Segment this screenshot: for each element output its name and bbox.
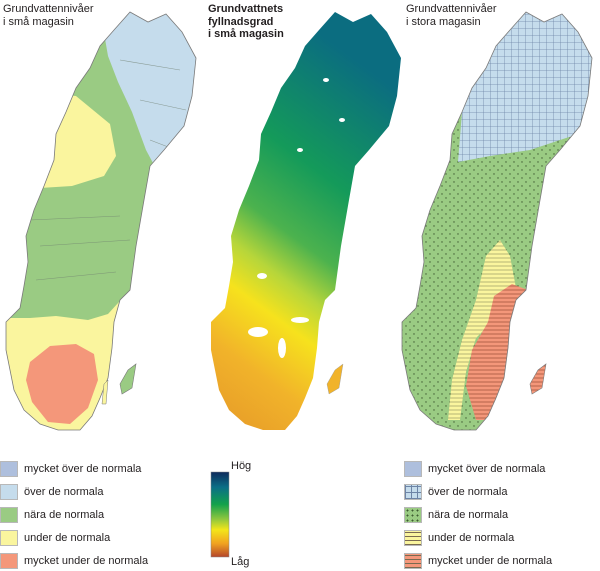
- title-line: Grundvattennivåer: [406, 3, 497, 15]
- title-line: i små magasin: [3, 15, 74, 28]
- island-gotland: [119, 363, 137, 395]
- map-large-aquifer-levels: [401, 11, 593, 431]
- title-line: Grundvattennivåer: [3, 3, 94, 15]
- legend-swatch: [0, 461, 18, 477]
- legend-label: nära de normala: [24, 509, 105, 521]
- panel-title-large-aquifer-levels: Grundvattennivåer i stora magasin: [406, 3, 497, 28]
- legend-swatch: [404, 507, 422, 523]
- legend-swatch: [0, 484, 18, 500]
- legend-swatch: [404, 461, 422, 477]
- island-gotland: [326, 363, 344, 395]
- map-fill-degree: [211, 12, 401, 430]
- legend-label: mycket under de normala: [24, 555, 149, 567]
- island-gotland: [529, 363, 547, 395]
- ramp-label-low: Låg: [231, 556, 250, 568]
- region-much-below-normal: [26, 344, 98, 424]
- title-line: i stora magasin: [406, 15, 481, 28]
- title-line: fyllnadsgrad: [208, 15, 274, 28]
- island-oland: [101, 379, 109, 405]
- legend-swatch: [404, 484, 422, 500]
- map-small-aquifer-levels: [5, 11, 197, 431]
- sweden-outline: [401, 11, 593, 431]
- legend-label: under de normala: [428, 532, 515, 544]
- panel-title-small-aquifer-levels: Grundvattennivåer i små magasin: [3, 3, 94, 28]
- region-below-normal: [448, 240, 516, 420]
- legend-label: mycket över de normala: [428, 463, 546, 475]
- legend-label: mycket under de normala: [428, 555, 553, 567]
- legend-swatch: [404, 530, 422, 546]
- legend-swatch: [404, 553, 422, 569]
- fill-degree-surface: [211, 12, 401, 430]
- panel-title-fill-degree: Grundvattnets fyllnadsgrad i små magasin: [208, 3, 284, 41]
- title-line: Grundvattnets: [208, 3, 284, 15]
- legend-label: över de normala: [24, 486, 104, 498]
- legend-label: mycket över de normala: [24, 463, 142, 475]
- title-line: i små magasin: [208, 28, 284, 40]
- legend-label: under de normala: [24, 532, 111, 544]
- legend-swatch: [0, 553, 18, 569]
- ramp-label-high: Hög: [231, 460, 252, 472]
- fill-degree-ramp: [210, 471, 230, 558]
- legend-swatch: [0, 507, 18, 523]
- legend-swatch: [0, 530, 18, 546]
- legend-label: över de normala: [428, 486, 508, 498]
- legend-label: nära de normala: [428, 509, 509, 521]
